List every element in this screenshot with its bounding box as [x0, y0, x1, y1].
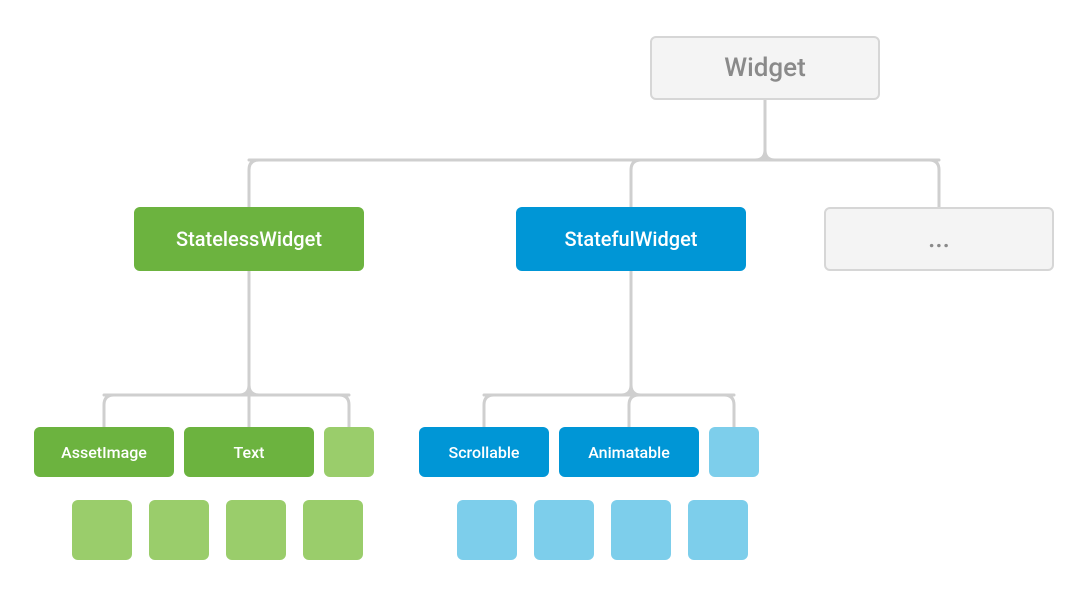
node-stateful: StatefulWidget	[516, 207, 746, 271]
node-label-stateful: StatefulWidget	[565, 227, 698, 251]
node-b_sq_1	[457, 500, 517, 560]
node-label-stateless: StatelessWidget	[176, 227, 322, 251]
node-g_sq_2	[149, 500, 209, 560]
node-label-widget: Widget	[724, 53, 806, 83]
node-widget: Widget	[650, 36, 880, 100]
node-b_sq_2	[534, 500, 594, 560]
node-label-animatable: Animatable	[588, 443, 670, 462]
node-stateless: StatelessWidget	[134, 207, 364, 271]
node-text: Text	[184, 427, 314, 477]
node-scrollable: Scrollable	[419, 427, 549, 477]
node-g_sq_4	[303, 500, 363, 560]
node-g_sq_3	[226, 500, 286, 560]
node-label-ellipsis: ...	[928, 224, 950, 254]
node-b_sq_3	[611, 500, 671, 560]
node-g_sq_1	[72, 500, 132, 560]
node-label-text: Text	[234, 443, 265, 462]
node-label-scrollable: Scrollable	[449, 443, 520, 462]
node-b_leaf_a	[709, 427, 759, 477]
node-b_sq_4	[688, 500, 748, 560]
node-ellipsis: ...	[824, 207, 1054, 271]
node-g_leaf_a	[324, 427, 374, 477]
node-animatable: Animatable	[559, 427, 699, 477]
node-label-assetimage: AssetImage	[61, 443, 147, 462]
node-assetimage: AssetImage	[34, 427, 174, 477]
